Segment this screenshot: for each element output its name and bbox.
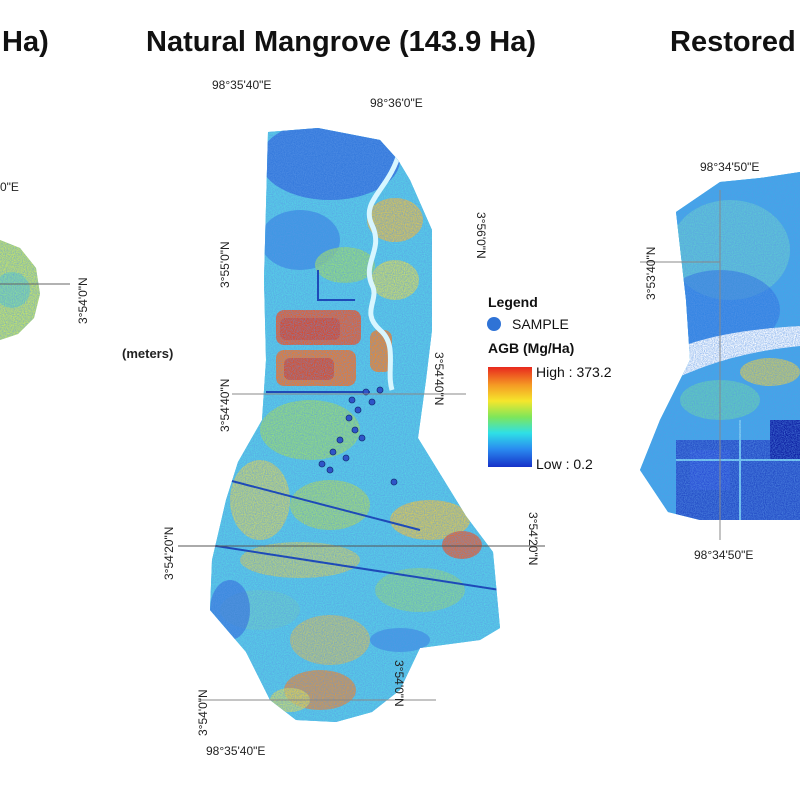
sample-points — [318, 386, 398, 486]
center-lon-top-left: 98°35'40"E — [212, 78, 272, 92]
right-lon-bottom: 98°34'50"E — [694, 548, 754, 562]
agb-color-ramp — [488, 367, 532, 467]
center-lat-left-4: 3°54'0"N — [196, 689, 210, 736]
legend-low-label: Low : 0.2 — [536, 456, 593, 472]
center-lat-right-4: 3°54'0"N — [392, 660, 406, 707]
legend-high-label: High : 373.2 — [536, 364, 612, 380]
center-lat-left-3: 3°54'20"N — [162, 526, 176, 580]
legend-title: Legend — [488, 294, 538, 310]
center-lat-right-2: 3°54'40"N — [432, 352, 446, 406]
center-lon-top-right: 98°36'0"E — [370, 96, 423, 110]
right-panel-title: Restored — [670, 26, 796, 58]
center-panel-title: Natural Mangrove (143.9 Ha) — [146, 26, 537, 58]
left-lat-label: 3°54'0"N — [76, 277, 90, 324]
legend-agb-title: AGB (Mg/Ha) — [488, 340, 575, 356]
legend-sample-label: SAMPLE — [512, 316, 569, 332]
units-label: (meters) — [122, 346, 174, 361]
right-lon-top: 98°34'50"E — [700, 160, 760, 174]
right-lat-label: 3°53'40"N — [644, 246, 658, 300]
center-lat-right-1: 3°56'0"N — [474, 212, 488, 259]
center-lat-left-1: 3°55'0"N — [218, 241, 232, 288]
legend-graphics — [487, 317, 532, 467]
center-lat-left-2: 3°54'40"N — [218, 378, 232, 432]
left-panel-title: Ha) — [2, 26, 49, 58]
center-lon-bottom: 98°35'40"E — [206, 744, 266, 758]
left-map — [0, 240, 70, 340]
left-lon-label: 0"E — [0, 180, 19, 194]
right-map — [640, 172, 800, 540]
center-lat-right-3: 3°54'20"N — [526, 512, 540, 566]
sample-symbol — [487, 317, 501, 331]
